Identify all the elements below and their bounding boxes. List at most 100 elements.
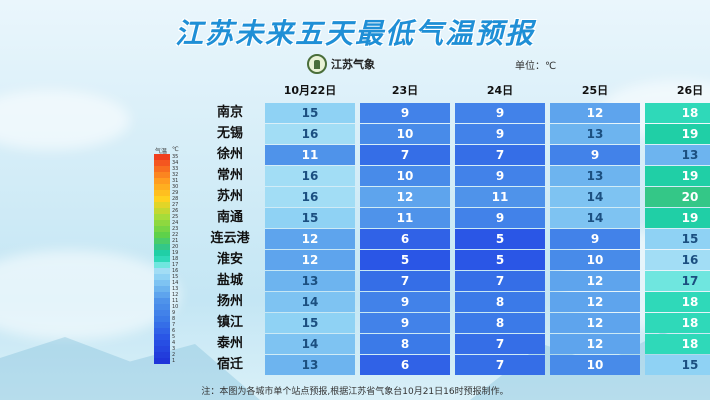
temperature-cell: 7 xyxy=(360,271,450,291)
legend-swatch xyxy=(154,154,170,160)
legend-tick-label: 20 xyxy=(172,244,179,250)
legend-tick-label: 35 xyxy=(172,154,179,160)
legend-swatch xyxy=(154,322,170,328)
legend-swatch xyxy=(154,328,170,334)
legend-tick-label: 12 xyxy=(172,292,179,298)
temperature-cell: 12 xyxy=(550,271,640,291)
city-label: 连云港 xyxy=(210,231,250,246)
temperature-cell: 5 xyxy=(455,250,545,270)
legend-tick-label: 19 xyxy=(172,250,179,256)
temperature-cell: 10 xyxy=(550,355,640,375)
temperature-cell: 13 xyxy=(645,145,710,165)
temperature-cell: 19 xyxy=(645,166,710,186)
temperature-cell: 9 xyxy=(455,124,545,144)
legend-swatch xyxy=(154,310,170,316)
legend-swatch xyxy=(154,208,170,214)
legend-tick-label: 27 xyxy=(172,202,179,208)
background-cloud xyxy=(0,250,180,340)
legend-swatch xyxy=(154,250,170,256)
legend-swatch xyxy=(154,256,170,262)
temperature-cell: 14 xyxy=(265,334,355,354)
temperature-cell: 14 xyxy=(550,208,640,228)
temperature-cell: 10 xyxy=(550,250,640,270)
legend-swatch xyxy=(154,232,170,238)
weather-logo-icon xyxy=(307,54,327,74)
legend-tick-label: 18 xyxy=(172,256,179,262)
legend-tick-label: 5 xyxy=(172,334,176,340)
legend-tick-label: 7 xyxy=(172,322,176,328)
temperature-cell: 17 xyxy=(645,271,710,291)
temperature-cell: 9 xyxy=(455,103,545,123)
legend-swatch xyxy=(154,190,170,196)
legend-tick-label: 33 xyxy=(172,166,179,172)
legend-tick-label: 6 xyxy=(172,328,176,334)
temperature-cell: 13 xyxy=(265,271,355,291)
temperature-cell: 15 xyxy=(265,313,355,333)
legend-tick-label: 21 xyxy=(172,238,179,244)
column-header: 10月22日 xyxy=(283,84,337,97)
legend-tick-label: 24 xyxy=(172,220,179,226)
legend-swatch xyxy=(154,196,170,202)
city-label: 镇江 xyxy=(216,315,243,330)
legend-swatch xyxy=(154,238,170,244)
legend-swatch xyxy=(154,286,170,292)
temperature-cell: 13 xyxy=(265,355,355,375)
temperature-cell: 10 xyxy=(360,124,450,144)
legend-swatch xyxy=(154,304,170,310)
legend-swatch xyxy=(154,352,170,358)
city-label: 无锡 xyxy=(216,126,243,141)
temperature-cell: 19 xyxy=(645,124,710,144)
temperature-cell: 15 xyxy=(645,355,710,375)
temperature-cell: 12 xyxy=(265,229,355,249)
temperature-cell: 6 xyxy=(360,229,450,249)
city-label: 南通 xyxy=(216,210,243,225)
temperature-cell: 11 xyxy=(360,208,450,228)
temperature-cell: 6 xyxy=(360,355,450,375)
legend-swatch xyxy=(154,166,170,172)
temperature-cell: 9 xyxy=(360,103,450,123)
legend-swatch xyxy=(154,280,170,286)
column-header: 23日 xyxy=(391,84,419,97)
city-label: 苏州 xyxy=(216,189,243,204)
legend-tick-label: 13 xyxy=(172,286,179,292)
legend-tick-label: 34 xyxy=(172,160,179,166)
legend-tick-label: 29 xyxy=(172,190,179,196)
temperature-cell: 9 xyxy=(550,145,640,165)
temperature-cell: 8 xyxy=(360,334,450,354)
legend-tick-label: 15 xyxy=(172,274,179,280)
legend-swatch xyxy=(154,316,170,322)
temperature-cell: 12 xyxy=(550,103,640,123)
temperature-cell: 9 xyxy=(360,292,450,312)
temperature-cell: 7 xyxy=(360,145,450,165)
logo-text: 江苏气象 xyxy=(331,58,375,71)
temperature-cell: 16 xyxy=(265,187,355,207)
city-label: 泰州 xyxy=(216,336,243,351)
city-label: 徐州 xyxy=(216,147,243,162)
temperature-cell: 9 xyxy=(455,166,545,186)
legend-tick-label: 11 xyxy=(172,298,179,304)
temperature-cell: 12 xyxy=(550,292,640,312)
temperature-cell: 12 xyxy=(550,313,640,333)
city-label: 南京 xyxy=(216,105,243,120)
temperature-cell: 13 xyxy=(550,124,640,144)
legend-swatch xyxy=(154,160,170,166)
temperature-cell: 5 xyxy=(455,229,545,249)
legend-tick-label: 2 xyxy=(172,352,176,358)
legend-swatch xyxy=(154,202,170,208)
temperature-cell: 8 xyxy=(455,313,545,333)
temperature-cell: 7 xyxy=(455,145,545,165)
temperature-cell: 18 xyxy=(645,103,710,123)
legend-tick-label: 14 xyxy=(172,280,179,286)
temperature-cell: 18 xyxy=(645,313,710,333)
legend-tick-label: 4 xyxy=(172,340,176,346)
temperature-cell: 12 xyxy=(360,187,450,207)
legend-swatch xyxy=(154,274,170,280)
legend-swatch xyxy=(154,340,170,346)
temperature-cell: 18 xyxy=(645,292,710,312)
legend-swatch xyxy=(154,184,170,190)
legend-swatch xyxy=(154,226,170,232)
temperature-cell: 5 xyxy=(360,250,450,270)
temperature-cell: 20 xyxy=(645,187,710,207)
temperature-cell: 9 xyxy=(360,313,450,333)
